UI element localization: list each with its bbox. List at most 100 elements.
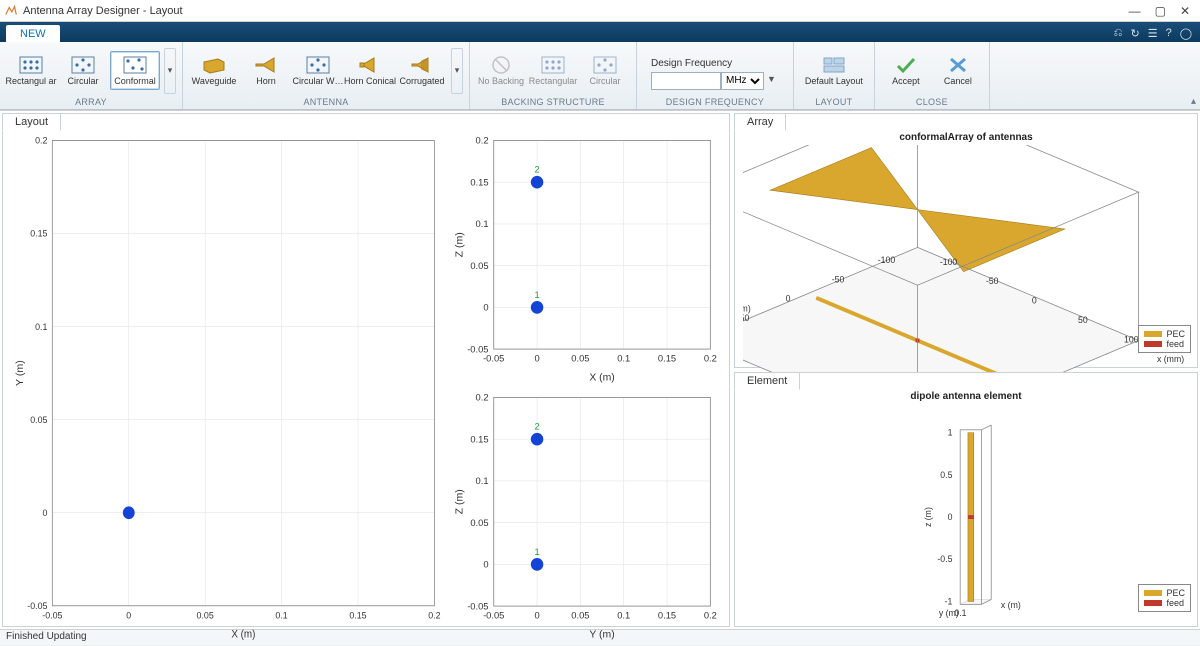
ribbon-group-label: LAYOUT: [794, 96, 874, 109]
svg-text:0.1: 0.1: [617, 353, 630, 364]
horn-button[interactable]: Horn: [241, 51, 291, 89]
rectangular-button[interactable]: Rectangul ar: [6, 51, 56, 89]
circularw-button[interactable]: Circular W…: [293, 51, 343, 89]
svg-text:-0.05: -0.05: [483, 353, 504, 364]
svg-text:0.15: 0.15: [658, 353, 676, 364]
svg-text:y (mm): y (mm): [743, 303, 751, 313]
horn-icon: [252, 54, 280, 76]
svg-text:0: 0: [126, 610, 131, 620]
svg-text:0.05: 0.05: [471, 517, 489, 528]
svg-text:z (m): z (m): [923, 507, 933, 527]
svg-text:0: 0: [948, 512, 953, 522]
toolstrip-tabs: NEW ⎌ ↻ ☰ ? ◯: [0, 22, 1200, 42]
svg-text:-0.05: -0.05: [483, 610, 504, 621]
default-layout-button[interactable]: Default Layout: [800, 51, 868, 89]
svg-text:0.1: 0.1: [476, 475, 489, 486]
array-3d-view: -100-50050100-100-500501000150x (mm)y (m…: [743, 145, 1189, 376]
svg-text:0.1: 0.1: [35, 321, 47, 331]
array-tab[interactable]: Array: [734, 113, 786, 131]
svg-text:-50: -50: [832, 274, 845, 284]
svg-text:0.1: 0.1: [275, 610, 287, 620]
svg-text:0.2: 0.2: [428, 610, 440, 620]
gallery-dropdown[interactable]: ▾: [451, 48, 463, 94]
rectangular-b-icon: [539, 54, 567, 76]
qat-icon[interactable]: ☰: [1148, 27, 1158, 40]
waveguide-icon: [200, 54, 228, 76]
qat-icon[interactable]: ↻: [1130, 27, 1139, 40]
corrugated-button[interactable]: Corrugated: [397, 51, 447, 89]
zx-plot: -0.0500.050.10.150.2-0.0500.050.10.150.2…: [450, 132, 721, 385]
close-button[interactable]: ✕: [1180, 4, 1190, 18]
workspace: Layout -0.05 0 0.05 0.1 0.15 0.2 -0.05 0 0.05 0.1…: [0, 110, 1200, 629]
svg-text:0: 0: [535, 353, 540, 364]
rectangular-b-button: Rectangular: [528, 51, 578, 89]
legend-item: PEC: [1144, 329, 1185, 339]
xy-plot: -0.0500.050.10.150.2-0.0500.050.10.150.2…: [11, 132, 444, 642]
circular-b-button: Circular: [580, 51, 630, 89]
tab-new[interactable]: NEW: [6, 25, 60, 42]
svg-text:0.05: 0.05: [30, 415, 47, 425]
svg-text:-0.05: -0.05: [27, 601, 47, 611]
svg-text:Y (m): Y (m): [590, 630, 615, 641]
design-frequency-unit[interactable]: MHz: [721, 72, 764, 90]
design-frequency-input[interactable]: [651, 72, 721, 90]
horn-conical-button[interactable]: Horn Conical: [345, 51, 395, 89]
svg-text:0.1: 0.1: [954, 608, 966, 618]
svg-text:0.05: 0.05: [471, 260, 489, 271]
element-tab[interactable]: Element: [734, 372, 800, 390]
svg-text:0.2: 0.2: [704, 353, 717, 364]
svg-text:-1: -1: [945, 596, 953, 606]
svg-text:0.2: 0.2: [476, 391, 489, 402]
maximize-button[interactable]: ▢: [1155, 4, 1166, 18]
svg-text:50: 50: [743, 313, 749, 323]
accept-button[interactable]: Accept: [881, 51, 931, 89]
default-layout-icon: [820, 54, 848, 76]
legend-item: feed: [1144, 598, 1185, 608]
design-frequency-label: Design Frequency: [651, 58, 779, 69]
qat-icon[interactable]: ⎌: [1114, 27, 1123, 40]
minimize-button[interactable]: —: [1129, 4, 1141, 18]
svg-text:x (m): x (m): [1001, 600, 1021, 610]
titlebar: Antenna Array Designer - Layout — ▢ ✕: [0, 0, 1200, 22]
ribbon-group-label: ARRAY: [0, 96, 182, 109]
svg-text:-0.05: -0.05: [467, 343, 488, 354]
layout-tab[interactable]: Layout: [2, 113, 61, 131]
quick-access-tools: ⎌ ↻ ☰ ? ◯: [1106, 25, 1200, 42]
array-panel: Array conformalArray of antennas -100 -50…: [734, 113, 1198, 368]
waveguide-button[interactable]: Waveguide: [189, 51, 239, 89]
svg-text:0.2: 0.2: [35, 135, 47, 145]
circular-button[interactable]: Circular: [58, 51, 108, 89]
svg-text:-100: -100: [940, 257, 958, 267]
array3d-title: conformalArray of antennas: [743, 132, 1189, 143]
conformal-icon: [121, 54, 149, 76]
gallery-dropdown[interactable]: ▾: [164, 48, 176, 94]
svg-text:0.15: 0.15: [471, 433, 489, 444]
app-logo: [4, 4, 18, 18]
svg-text:100: 100: [1124, 334, 1139, 344]
svg-text:1: 1: [535, 289, 540, 300]
ribbon-collapse-toggle[interactable]: ▴: [1191, 96, 1196, 107]
svg-text:0.15: 0.15: [658, 610, 676, 621]
svg-text:Y (m): Y (m): [15, 360, 26, 386]
qat-icon[interactable]: ◯: [1180, 27, 1192, 40]
cancel-button[interactable]: Cancel: [933, 51, 983, 89]
element3d-title: dipole antenna element: [743, 391, 1189, 402]
svg-text:2: 2: [535, 421, 540, 432]
legend-item: PEC: [1144, 588, 1185, 598]
svg-text:0.15: 0.15: [471, 176, 489, 187]
ribbon-group-label: CLOSE: [875, 96, 989, 109]
svg-text:0.1: 0.1: [617, 610, 630, 621]
ribbon-group-label: ANTENNA: [183, 96, 469, 109]
svg-text:-0.05: -0.05: [467, 600, 488, 611]
svg-text:X (m): X (m): [231, 629, 255, 640]
svg-text:0.1: 0.1: [476, 218, 489, 229]
svg-text:1: 1: [535, 546, 540, 557]
accept-icon: [892, 54, 920, 76]
rectangular-icon: [17, 54, 45, 76]
conformal-button[interactable]: Conformal: [110, 51, 160, 89]
svg-text:-50: -50: [986, 276, 999, 286]
svg-text:0: 0: [535, 610, 540, 621]
svg-text:X (m): X (m): [590, 373, 615, 384]
svg-text:-100: -100: [878, 255, 896, 265]
help-icon[interactable]: ?: [1166, 27, 1172, 40]
